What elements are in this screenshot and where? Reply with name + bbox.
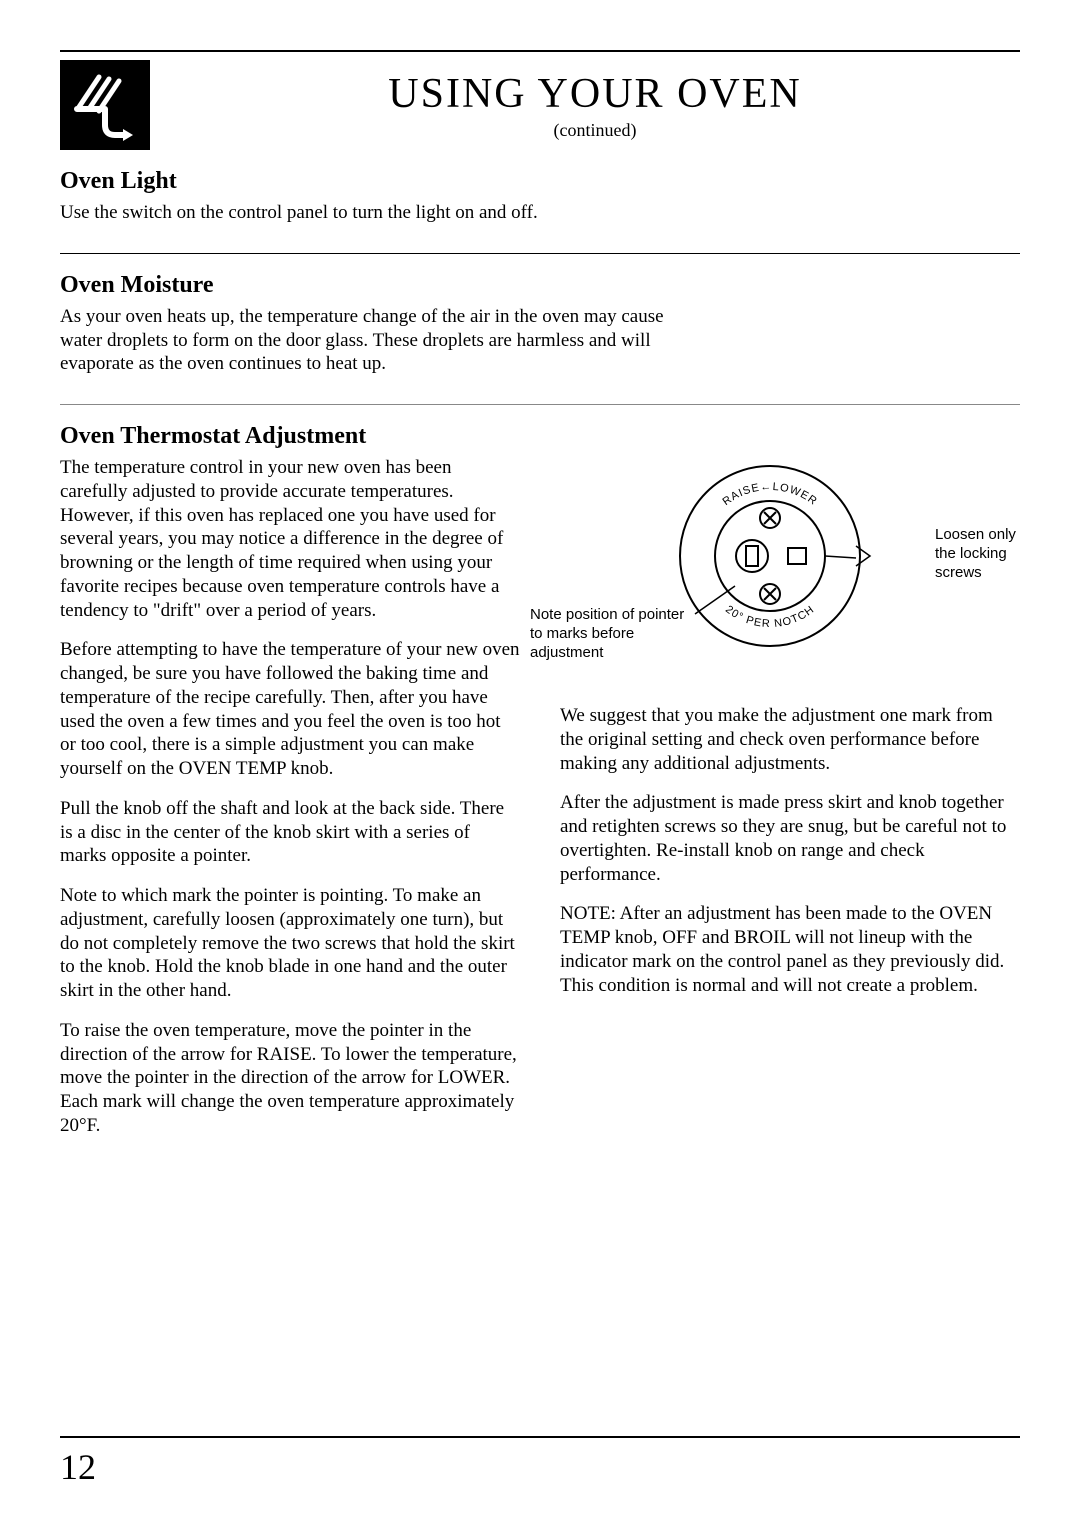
thermostat-p2: Before attempting to have the temperatur…	[60, 638, 520, 781]
two-column-layout: The temperature control in your new oven…	[60, 456, 1020, 1154]
header-row: USING YOUR OVEN (continued)	[60, 60, 1020, 150]
figure-caption-left: Note position of pointer to marks before…	[530, 606, 700, 662]
divider-rule	[60, 253, 1020, 254]
thermostat-right-p1: We suggest that you make the adjustment …	[560, 704, 1020, 775]
top-rule	[60, 50, 1020, 52]
divider-rule	[60, 404, 1020, 405]
page-subtitle: (continued)	[170, 120, 1020, 141]
right-column: RAISE←LOWER 20° PER NOTCH	[560, 456, 1020, 1154]
thermostat-p1: The temperature control in your new oven…	[60, 456, 520, 622]
thermostat-p4: Note to which mark the pointer is pointi…	[60, 884, 520, 1003]
oven-light-text: Use the switch on the control panel to t…	[60, 201, 1020, 225]
section-title-oven-light: Oven Light	[60, 168, 1020, 195]
oven-burner-icon	[60, 60, 150, 150]
oven-moisture-text: As your oven heats up, the temperature c…	[60, 305, 700, 376]
section-title-oven-moisture: Oven Moisture	[60, 272, 1020, 299]
title-block: USING YOUR OVEN (continued)	[170, 60, 1020, 141]
thermostat-right-p3: NOTE: After an adjustment has been made …	[560, 902, 1020, 997]
page-title: USING YOUR OVEN	[170, 70, 1020, 118]
thermostat-right-p2: After the adjustment is made press skirt…	[560, 791, 1020, 886]
thermostat-p5: To raise the oven temperature, move the …	[60, 1019, 520, 1138]
page-number: 12	[60, 1446, 96, 1488]
thermostat-p3: Pull the knob off the shaft and look at …	[60, 797, 520, 868]
section-title-thermostat: Oven Thermostat Adjustment	[60, 423, 1020, 450]
figure-caption-right: Loosen only the locking screws	[935, 526, 1030, 582]
bottom-rule	[60, 1436, 1020, 1438]
thermostat-knob-figure: RAISE←LOWER 20° PER NOTCH	[560, 456, 1020, 686]
left-column: The temperature control in your new oven…	[60, 456, 520, 1154]
